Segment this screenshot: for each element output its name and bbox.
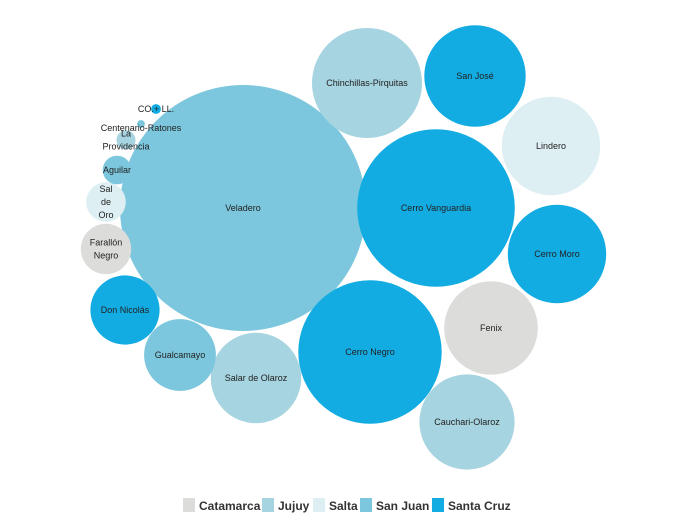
legend-swatch (183, 498, 195, 512)
legend-label: Catamarca (199, 499, 261, 513)
bubble-label-sal-de-oro: Sal de Oro (98, 184, 113, 220)
bubble-don-nicolas[interactable] (90, 275, 160, 345)
bubble-label-san-jose: San José (456, 71, 494, 81)
bubble-gualcamayo[interactable] (144, 319, 216, 391)
bubble-label-cerro-negro: Cerro Negro (345, 347, 395, 357)
legend-item-santa-cruz[interactable]: Santa Cruz (432, 498, 511, 513)
legend: Catamarca Jujuy Salta San Juan Santa Cruz (183, 498, 511, 513)
bubble-label-salar-de-olaroz: Salar de Olaroz (225, 373, 288, 383)
bubble-label-chinchillas-pirquitas: Chinchillas-Pirquitas (326, 78, 408, 88)
legend-swatch (262, 498, 274, 512)
bubble-co-ll[interactable] (151, 104, 161, 114)
bubble-farallon-negro[interactable] (80, 223, 132, 275)
bubble-veladero[interactable] (120, 85, 366, 331)
legend-item-san-juan[interactable]: San Juan (360, 498, 429, 513)
bubble-label-cerro-vanguardia: Cerro Vanguardia (401, 203, 471, 213)
legend-label: Jujuy (278, 499, 310, 513)
legend-item-catamarca[interactable]: Catamarca (183, 498, 261, 513)
bubble-fenix[interactable] (444, 281, 538, 375)
legend-swatch (313, 498, 325, 512)
bubble-label-centenario-ratones: Centenario-Ratones (101, 123, 182, 133)
bubble-la-providencia[interactable] (116, 130, 136, 150)
bubble-label-gualcamayo: Gualcamayo (155, 350, 206, 360)
bubble-cauchari-olaroz[interactable] (419, 374, 515, 470)
bubble-label-cerro-moro: Cerro Moro (534, 249, 580, 259)
bubble-aguilar[interactable] (102, 155, 132, 185)
bubble-sal-de-oro[interactable] (86, 182, 126, 222)
legend-label: Salta (329, 499, 358, 513)
legend-label: Santa Cruz (448, 499, 511, 513)
bubble-label-lindero: Lindero (536, 141, 566, 151)
legend-item-jujuy[interactable]: Jujuy (262, 498, 310, 513)
bubble-layer: Veladero Cerro Vanguardia Cerro Negro Chinc… (80, 25, 607, 470)
bubble-label-cauchari-olaroz: Cauchari-Olaroz (434, 417, 500, 427)
bubble-centenario-ratones[interactable] (137, 120, 145, 128)
bubble-label-co-ll: CO.+ LL. (138, 104, 174, 114)
legend-swatch (432, 498, 444, 512)
bubble-cerro-moro[interactable] (507, 204, 607, 304)
bubble-label-aguilar: Aguilar (103, 165, 131, 175)
bubble-salar-de-olaroz[interactable] (210, 332, 302, 424)
legend-label: San Juan (376, 499, 429, 513)
bubble-cerro-negro[interactable] (298, 280, 442, 424)
bubble-san-jose[interactable] (424, 25, 526, 127)
bubble-chinchillas-pirquitas[interactable] (312, 28, 422, 138)
bubble-label-don-nicolas: Don Nicolás (101, 305, 150, 315)
legend-swatch (360, 498, 372, 512)
bubble-cerro-vanguardia[interactable] (357, 129, 515, 287)
bubble-label-fenix: Fenix (480, 323, 503, 333)
bubble-label-la-providencia: La Providencia (102, 129, 149, 152)
legend-item-salta[interactable]: Salta (313, 498, 358, 513)
bubble-label-veladero: Veladero (225, 203, 261, 213)
bubble-label-farallon-negro: Farallón Negro (90, 238, 123, 261)
bubble-lindero[interactable] (501, 96, 601, 196)
